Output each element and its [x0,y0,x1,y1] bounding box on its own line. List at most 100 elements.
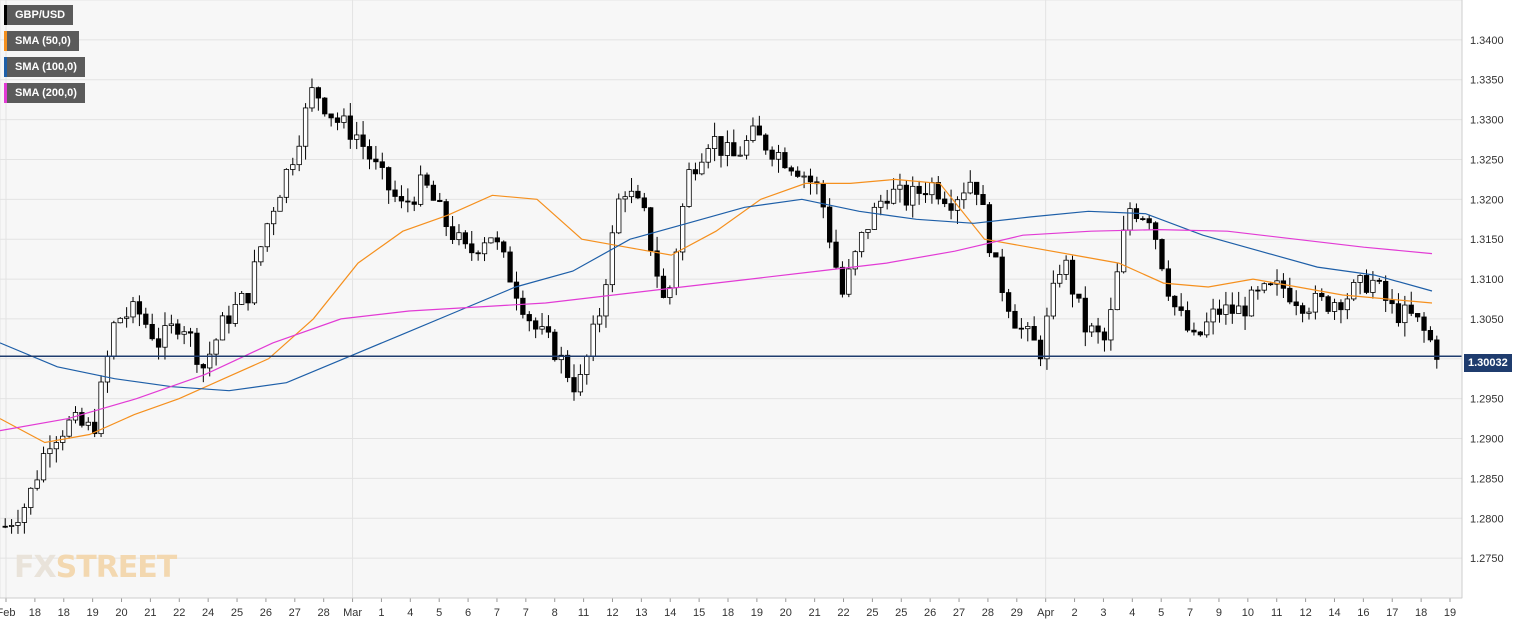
candle-up [213,339,219,355]
x-tick-label: 25 [231,607,243,619]
candle-down [373,158,379,163]
x-tick-label: 28 [982,607,994,619]
legend-item-gbpusd[interactable]: GBP/USD [4,5,74,25]
candle-up [168,323,175,326]
legend-swatch [4,31,7,51]
candle-down [903,184,909,206]
y-tick-label: 1.2950 [1470,394,1504,406]
x-tick-label: 4 [407,607,413,619]
x-tick-label: 12 [606,607,618,619]
candle-down [564,354,571,378]
candle-up [673,251,679,289]
candle-down [839,266,846,295]
x-tick-label: 27 [289,607,301,619]
candle-down [935,182,941,200]
candle-up [737,154,743,157]
candle-up [871,206,878,230]
candle-down [782,152,788,169]
candle-up [258,246,264,263]
legend-label: GBP/USD [15,9,66,21]
candle-up [680,206,686,253]
candle-up [1204,321,1210,336]
x-tick-label: 5 [436,607,442,619]
candle-up [897,184,903,190]
candle-up [622,196,628,200]
x-tick-label: 7 [494,607,500,619]
candle-down [1427,330,1434,341]
x-tick-label: 21 [809,607,821,619]
candle-down [405,200,411,203]
candle-up [558,354,564,361]
candle-up [705,148,711,163]
candle-up [181,331,187,335]
legend-label: SMA (200,0) [15,87,77,99]
candle-up [775,152,782,160]
candle-up [1057,274,1063,284]
candle-down [1018,327,1025,330]
candle-down [187,331,194,334]
x-tick-label: 18 [58,607,70,619]
candle-down [79,412,85,426]
candle-up [1248,289,1255,317]
candle-down [1255,289,1261,292]
candle-down [1178,306,1184,311]
candle-down [1095,325,1101,333]
candle-up [852,251,858,270]
candle-down [916,185,922,194]
candle-down [449,226,456,241]
candle-down [392,189,398,197]
candle-down [1172,295,1178,308]
candle-up [1127,208,1133,231]
candle-up [98,381,104,435]
candle-up [577,374,584,393]
candle-up [590,323,596,357]
candle-down [654,250,660,277]
x-tick-label: Feb [0,607,15,619]
candle-down [833,241,839,268]
candle-up [858,232,865,253]
x-tick-label: 2 [1071,607,1077,619]
candle-down [1191,329,1197,333]
candle-down [1389,300,1395,305]
legend-item-sma-50[interactable]: SMA (50,0) [4,31,79,51]
candle-down [641,197,647,209]
x-tick-label: 27 [953,607,965,619]
candle-up [239,293,245,305]
candle-down [379,161,385,168]
x-tick-label: 21 [144,607,156,619]
fxstreet-logo: FXSTREET [14,550,177,585]
legend-item-sma-100[interactable]: SMA (100,0) [4,57,85,77]
candle-up [34,479,40,489]
candle-up [277,196,283,212]
candle-down [948,203,954,211]
x-tick-label: 20 [115,607,127,619]
y-tick-label: 1.3300 [1470,115,1504,127]
y-tick-label: 1.3400 [1470,35,1504,47]
candle-up [296,145,302,166]
candle-up [21,507,28,523]
candle-up [724,142,731,156]
candle-up [539,326,545,330]
candle-down [443,201,449,228]
x-tick-label: 25 [895,607,907,619]
candle-down [194,332,200,365]
legend-item-sma-200[interactable]: SMA (200,0) [4,83,85,103]
candle-up [967,181,973,194]
candle-down [226,315,232,324]
candle-down [1197,331,1203,336]
x-tick-label: 14 [664,607,676,619]
candle-up [1344,298,1350,311]
candle-down [1267,283,1274,286]
legend-label: SMA (50,0) [15,35,71,47]
x-tick-label: 18 [1415,607,1427,619]
candle-up [283,169,290,198]
candle-down [155,338,162,348]
candle-down [1325,296,1331,312]
x-tick-label: 22 [173,607,185,619]
candle-up [890,188,897,204]
candle-up [1331,302,1338,312]
candle-down [411,201,417,205]
candle-down [386,167,392,191]
candle-up [1089,325,1095,333]
